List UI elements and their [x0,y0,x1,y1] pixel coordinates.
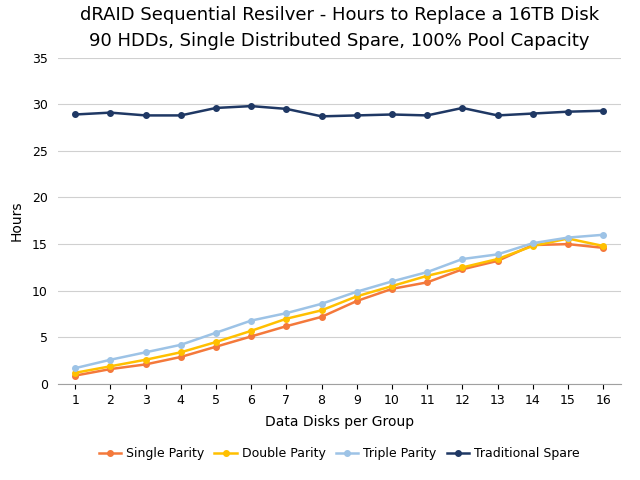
Title: dRAID Sequential Resilver - Hours to Replace a 16TB Disk
90 HDDs, Single Distrib: dRAID Sequential Resilver - Hours to Rep… [79,6,599,50]
Single Parity [353,298,361,304]
Double Parity [388,283,396,289]
Double Parity [353,293,361,299]
Triple Parity [71,365,79,371]
Triple Parity [494,252,502,257]
Triple Parity [458,256,466,262]
Double Parity [424,273,431,279]
Triple Parity [177,342,184,348]
Triple Parity [142,349,150,355]
Single Parity [177,354,184,360]
Single Parity [529,242,536,248]
Triple Parity [388,278,396,284]
Single Parity [142,361,150,367]
Traditional Spare [388,112,396,118]
Traditional Spare [317,113,325,119]
Single Parity [106,366,114,372]
Traditional Spare [142,112,150,118]
Triple Parity [247,318,255,324]
Traditional Spare [564,109,572,115]
Double Parity [283,316,291,322]
Double Parity [177,349,184,355]
Traditional Spare [212,105,220,111]
Line: Triple Parity: Triple Parity [72,232,606,371]
Single Parity [388,286,396,292]
Triple Parity [529,240,536,246]
Double Parity [458,264,466,270]
Single Parity [494,258,502,264]
Single Parity [212,344,220,349]
Double Parity [529,243,536,249]
Single Parity [283,324,291,329]
Triple Parity [564,235,572,240]
Traditional Spare [599,108,607,114]
Double Parity [494,256,502,262]
Double Parity [599,243,607,249]
Triple Parity [424,269,431,275]
Triple Parity [106,357,114,362]
Double Parity [212,339,220,345]
Line: Single Parity: Single Parity [72,241,606,378]
Single Parity [564,241,572,247]
Triple Parity [283,310,291,316]
Triple Parity [212,330,220,336]
Triple Parity [353,289,361,295]
Triple Parity [599,232,607,238]
Y-axis label: Hours: Hours [10,201,24,241]
Single Parity [424,279,431,285]
Traditional Spare [177,112,184,118]
Single Parity [599,245,607,251]
Single Parity [247,334,255,339]
Traditional Spare [458,105,466,111]
Legend: Single Parity, Double Parity, Triple Parity, Traditional Spare: Single Parity, Double Parity, Triple Par… [93,443,585,466]
Single Parity [317,314,325,320]
Double Parity [317,308,325,313]
Traditional Spare [283,106,291,112]
Traditional Spare [106,110,114,116]
Double Parity [71,370,79,376]
Single Parity [458,266,466,272]
Single Parity [71,373,79,379]
Traditional Spare [71,112,79,118]
X-axis label: Data Disks per Group: Data Disks per Group [264,415,414,429]
Traditional Spare [529,111,536,117]
Double Parity [106,363,114,369]
Triple Parity [317,301,325,307]
Line: Double Parity: Double Parity [72,236,606,375]
Traditional Spare [247,103,255,109]
Traditional Spare [424,112,431,118]
Double Parity [247,328,255,334]
Double Parity [142,357,150,362]
Double Parity [564,236,572,241]
Line: Traditional Spare: Traditional Spare [72,103,606,119]
Traditional Spare [353,112,361,118]
Traditional Spare [494,112,502,118]
